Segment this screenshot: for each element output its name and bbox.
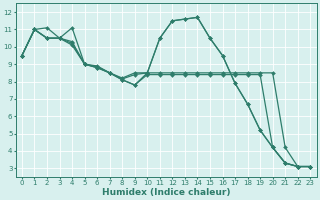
X-axis label: Humidex (Indice chaleur): Humidex (Indice chaleur) [102, 188, 230, 197]
